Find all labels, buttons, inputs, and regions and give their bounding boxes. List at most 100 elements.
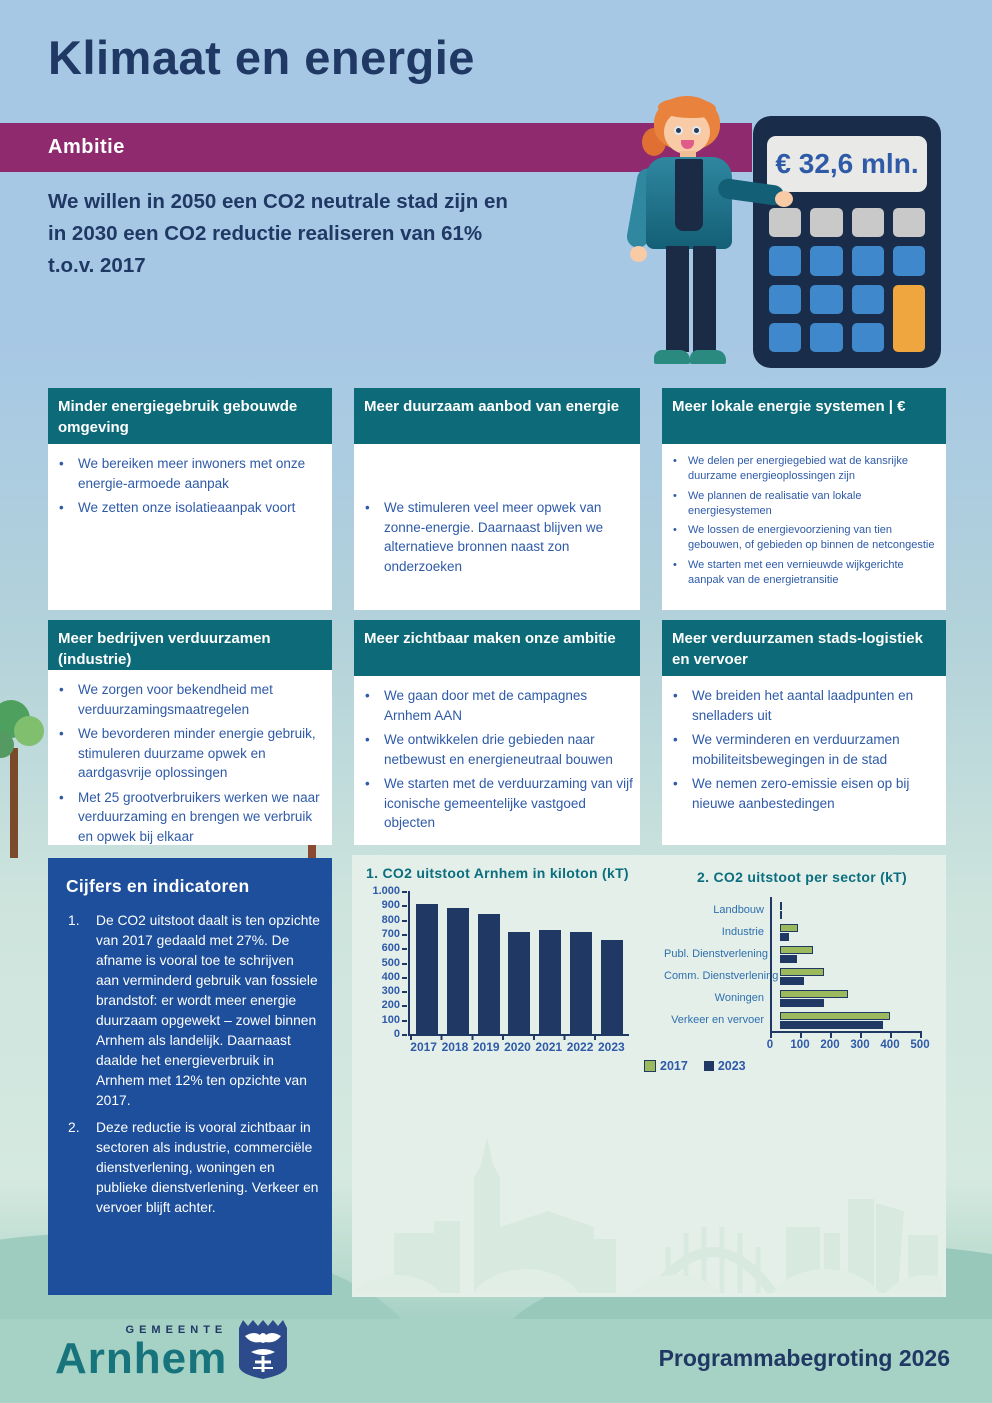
goal-boxes-grid: Minder energiegebruik gebouwde omgeving W… <box>48 388 946 845</box>
goal-bullet: Met 25 grootverbruikers werken we naar v… <box>50 788 326 847</box>
goal-box-1: Minder energiegebruik gebouwde omgeving W… <box>48 388 332 610</box>
sector-label: Industrie <box>721 926 764 938</box>
x-tick-label: 2019 <box>472 1040 500 1054</box>
calculator-illustration: € 32,6 mln. <box>753 116 941 368</box>
bar-2021 <box>539 930 562 1034</box>
goal-bullet: We ontwikkelen drie gebieden naar netbew… <box>356 730 634 769</box>
neck <box>680 151 696 159</box>
indicator-item: De CO2 uitstoot daalt is ten opzichte va… <box>68 911 320 1108</box>
legend-swatch <box>703 1061 714 1071</box>
goal-bullet-list: We zorgen voor bekendheid met verduurzam… <box>50 680 326 847</box>
legend-item-2017: 2017 <box>644 1059 688 1073</box>
goal-bullet-list: We bereiken meer inwoners met onze energ… <box>50 454 326 518</box>
charts-panel: 1. CO2 uitstoot Arnhem in kiloton (kT) 1.… <box>352 855 946 1297</box>
goal-bullet: We verminderen en verduurzamen mobilitei… <box>664 730 940 769</box>
bar-2023 <box>780 932 789 941</box>
calculator-key <box>810 246 843 276</box>
goal-box-title: Meer duurzaam aanbod van energie <box>354 388 640 444</box>
eye-left <box>674 126 683 135</box>
y-tick-label: 100 <box>381 1013 408 1026</box>
bar-2017 <box>780 945 813 954</box>
calculator-key <box>810 322 843 352</box>
indicators-title: Cijfers en indicatoren <box>66 876 250 896</box>
chart2-row: Publ. Dienstverlening <box>664 943 940 965</box>
calculator-key <box>810 208 843 238</box>
arnhem-shield-icon <box>239 1320 288 1379</box>
legend-label: 2017 <box>660 1059 688 1073</box>
chart2-title: 2. CO2 uitstoot per sector (kT) <box>697 869 907 885</box>
calculator-key <box>769 322 802 352</box>
goal-bullet: We stimuleren veel meer opwek van zonne-… <box>356 498 634 576</box>
y-tick-label: 200 <box>381 999 408 1012</box>
x-tick-label: 2018 <box>441 1040 469 1054</box>
bar-2023 <box>780 1020 883 1029</box>
x-tick-label: 2021 <box>535 1040 563 1054</box>
chart2-rows: Landbouw Industrie Publ. Dienstverlening Co… <box>664 897 940 1031</box>
indicators-panel: Cijfers en indicatoren De CO2 uitstoot d… <box>48 858 332 1295</box>
sector-label: Landbouw <box>713 904 764 916</box>
page-title: Klimaat en energie <box>48 31 475 84</box>
mouth <box>681 140 694 149</box>
chart-co2-sector: 2. CO2 uitstoot per sector (kT) Landbouw I… <box>664 869 940 1055</box>
bar-2017 <box>780 1011 890 1020</box>
y-tick-label: 1.000 <box>372 885 407 897</box>
city-skyline-illustration <box>356 1137 942 1293</box>
calculator-key <box>810 284 843 314</box>
goal-box-title: Minder energiegebruik gebouwde omgeving <box>48 388 332 444</box>
goal-bullet: We bereiken meer inwoners met onze energ… <box>50 454 326 493</box>
sector-bars <box>780 1011 890 1029</box>
calculator-key <box>851 208 884 238</box>
bar-2023 <box>780 998 824 1007</box>
bar-2023 <box>780 910 782 919</box>
tree-canopy <box>0 732 14 758</box>
sector-bars <box>780 901 782 919</box>
x-tick-label: 2022 <box>566 1040 594 1054</box>
goal-bullet-list: We gaan door met de campagnes Arnhem AAN… <box>356 686 634 833</box>
tree-trunk <box>10 748 18 858</box>
chart2-x-axis: 0 100 200 300 400 500 <box>766 1031 930 1055</box>
bar-2017 <box>780 923 798 932</box>
hand-right <box>775 191 793 207</box>
logo-gemeente-text: GEMEENTE <box>125 1324 228 1337</box>
chart-co2-total: 1. CO2 uitstoot Arnhem in kiloton (kT) 1.… <box>366 865 666 1054</box>
x-tick-label: 2023 <box>597 1040 625 1054</box>
sector-bars <box>780 989 848 1007</box>
hand-left <box>630 246 647 262</box>
leg-left <box>666 246 689 352</box>
chart2-row: Verkeer en vervoer <box>664 1009 940 1031</box>
bar-2023 <box>600 940 623 1034</box>
calculator-key <box>851 246 884 276</box>
x-tick-label: 200 <box>820 1039 840 1051</box>
legend-swatch <box>644 1060 656 1072</box>
goal-bullet: We starten met een vernieuwde wijkgerich… <box>664 558 940 588</box>
bar-2018 <box>447 908 470 1034</box>
person-illustration <box>625 96 793 372</box>
goal-bullet: We breiden het aantal laadpunten en snel… <box>664 686 940 725</box>
y-tick-label: 500 <box>381 956 408 969</box>
x-tick-label: 400 <box>880 1039 900 1051</box>
sector-label: Verkeer en vervoer <box>671 1014 764 1026</box>
y-tick-label: 600 <box>381 942 408 955</box>
chart1-x-ticks <box>410 1036 625 1040</box>
calculator-key-orange <box>892 284 925 352</box>
goal-box-body: We delen per energiegebied wat de kansri… <box>662 444 946 610</box>
chart-legend: 2017 2023 <box>644 1059 746 1073</box>
goal-box-2: Meer duurzaam aanbod van energie We stimu… <box>354 388 640 610</box>
goal-box-6: Meer verduurzamen stads-logistiek en ver… <box>662 620 946 845</box>
shoe-left <box>654 350 690 364</box>
chart1-title: 1. CO2 uitstoot Arnhem in kiloton (kT) <box>366 865 629 881</box>
x-tick-label: 500 <box>910 1039 930 1051</box>
calculator-keypad <box>769 208 925 352</box>
y-tick-label: 900 <box>381 899 408 912</box>
chart1-y-axis: 1.000 900 800 700 600 500 400 300 200 100 0 <box>366 885 408 1040</box>
indicators-list: De CO2 uitstoot daalt is ten opzichte va… <box>66 911 320 1218</box>
goal-bullet: We delen per energiegebied wat de kansri… <box>664 454 940 484</box>
ambition-statement: We willen in 2050 een CO2 neutrale stad … <box>48 190 508 277</box>
tree-illustration <box>0 692 50 862</box>
y-tick-label: 400 <box>381 970 408 983</box>
goal-box-body: We stimuleren veel meer opwek van zonne-… <box>354 444 640 610</box>
ambitie-label: Ambitie <box>48 136 125 158</box>
x-tick-label: 0 <box>766 1039 774 1051</box>
goal-bullet: We plannen de realisatie van lokale ener… <box>664 489 940 519</box>
